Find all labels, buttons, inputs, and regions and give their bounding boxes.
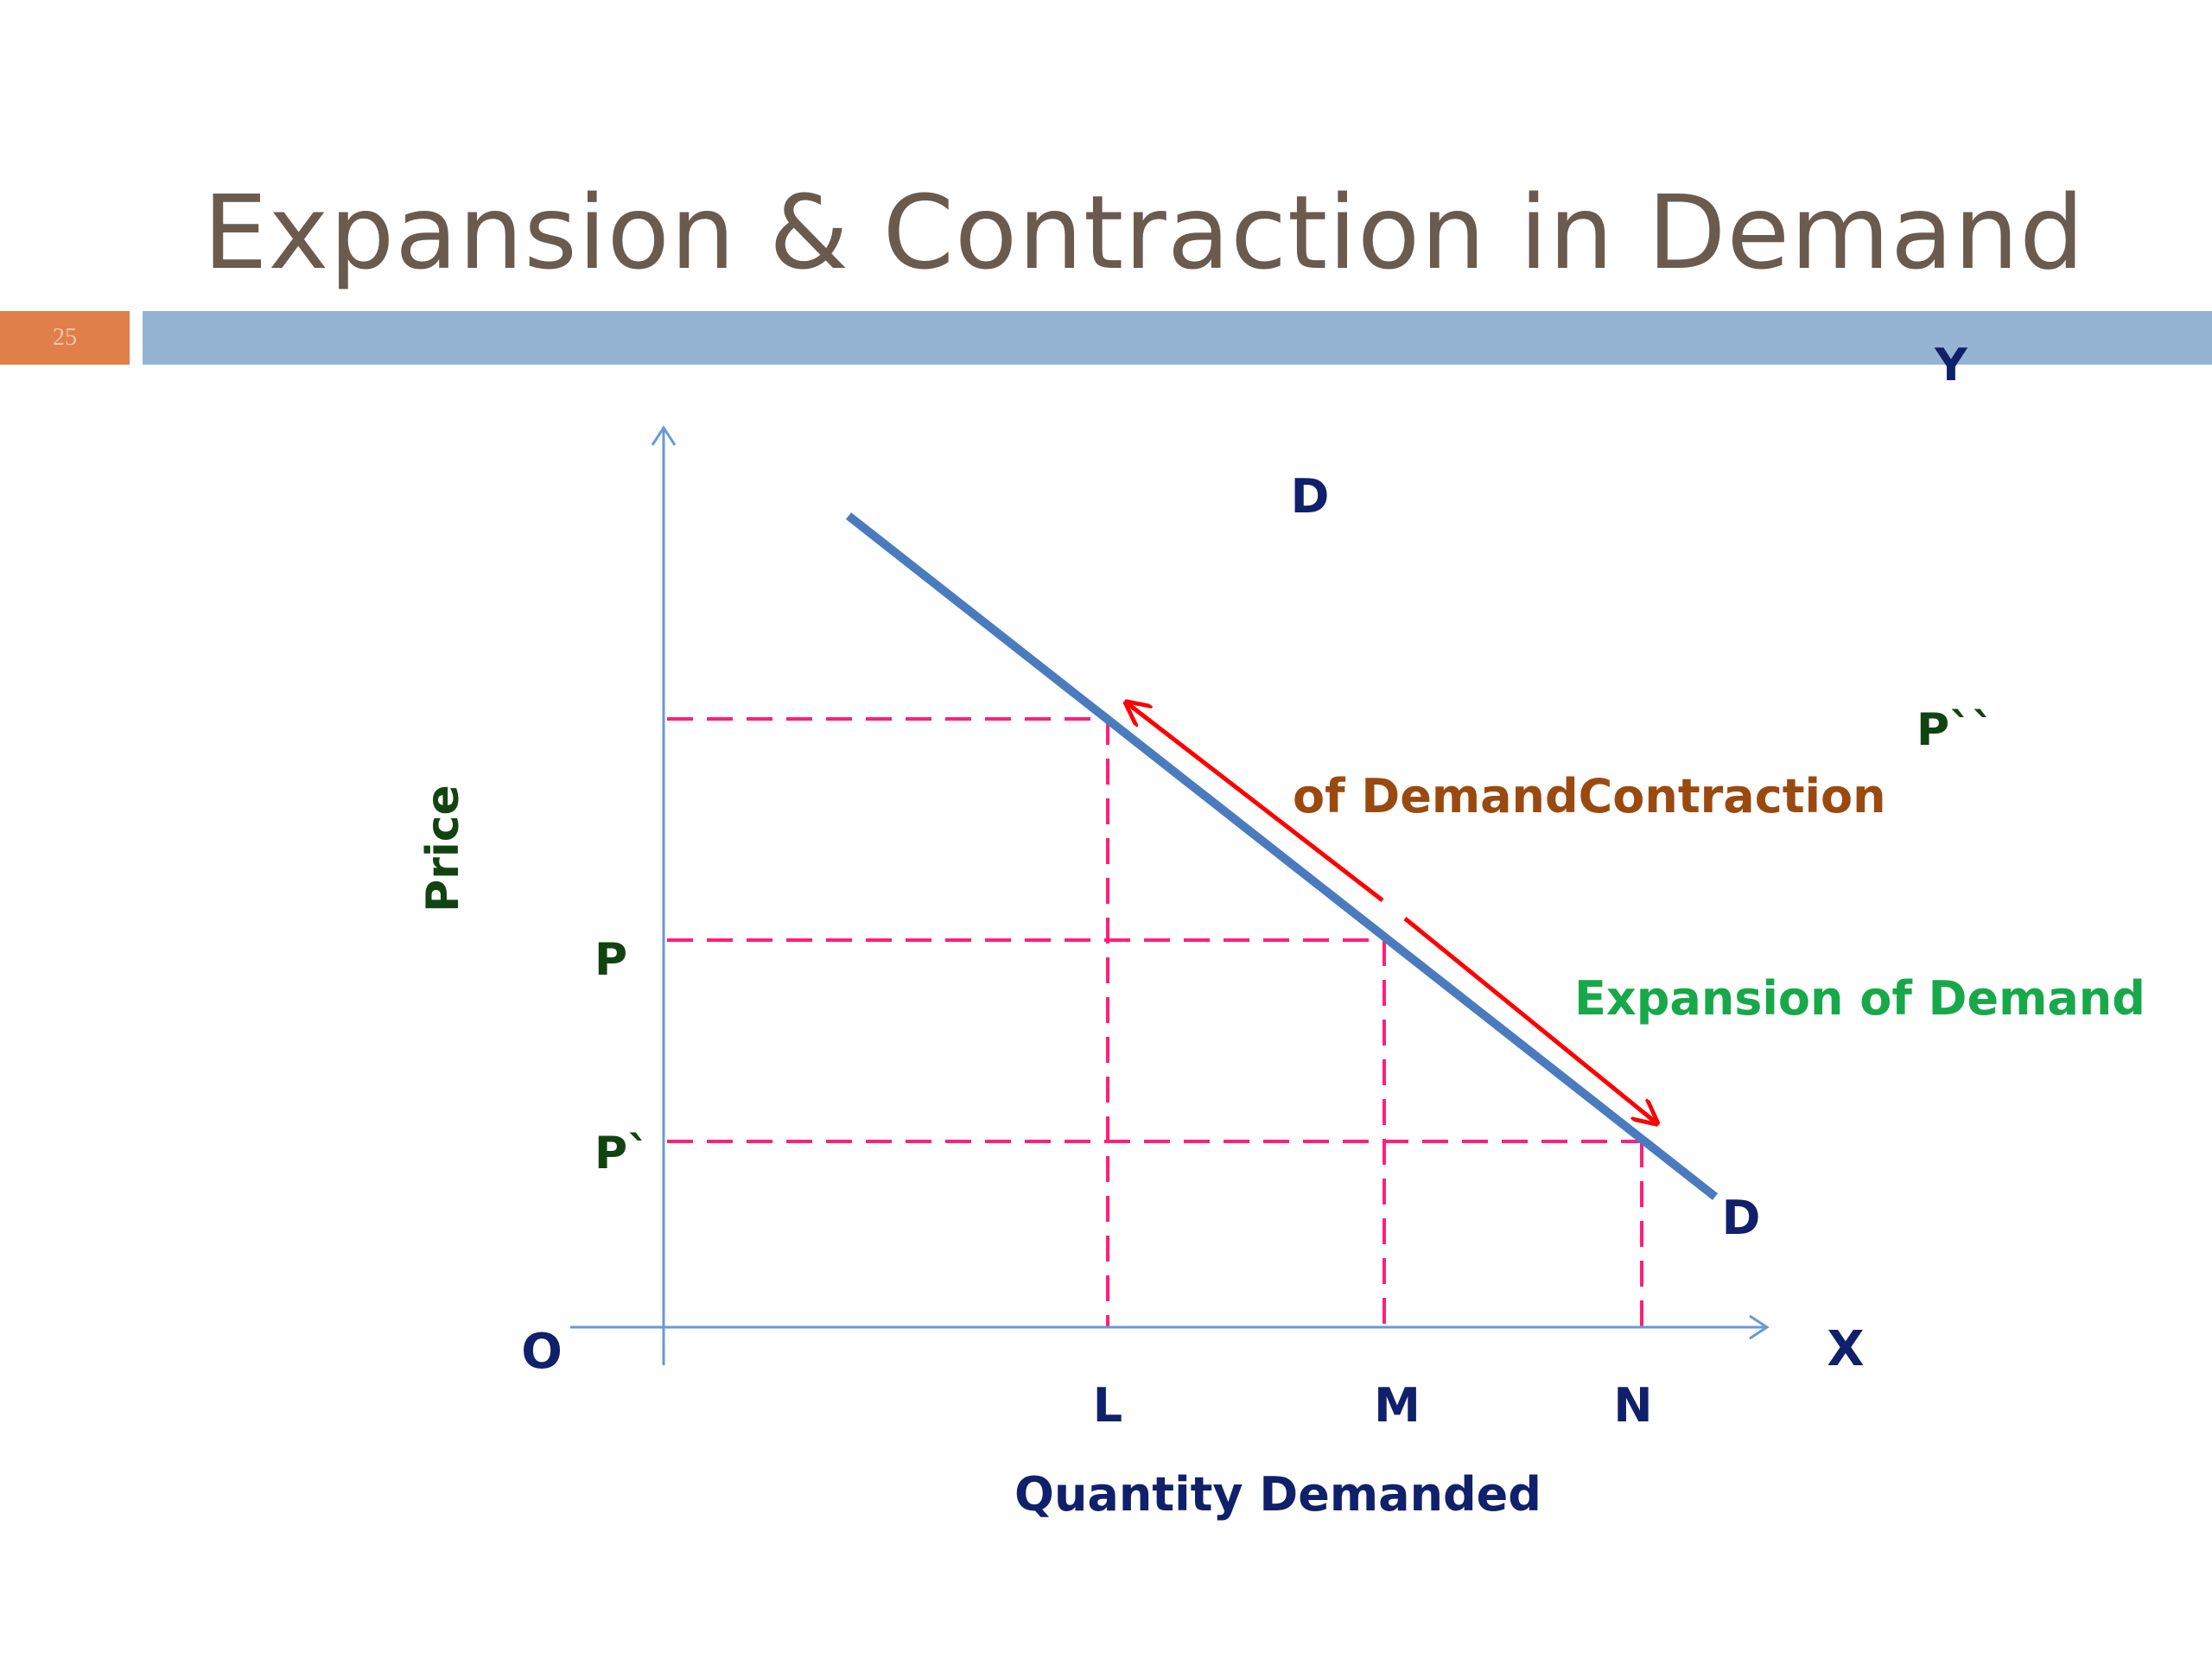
quantity-label-n: N: [1613, 1378, 1652, 1433]
title-accent-bar: [143, 311, 2212, 365]
price-label-p: P: [594, 934, 627, 986]
expansion-label: Expansion of Demand: [1574, 971, 2145, 1026]
slide-title: Expansion & Contraction in Demand: [203, 173, 2086, 292]
quantity-label-l: L: [1093, 1378, 1122, 1433]
x-axis-title: Quantity Demanded: [1014, 1467, 1541, 1522]
x-axis-arrowhead: [1749, 1314, 1770, 1340]
x-axis-letter: X: [1827, 1321, 1864, 1377]
demand-curve: [845, 512, 1719, 1200]
axes: [570, 425, 1770, 1365]
contraction-label: of DemandContraction: [1293, 769, 1886, 823]
curve-label-top: D: [1291, 469, 1330, 524]
price-label-p-prime: P`: [594, 1128, 650, 1179]
dashed-guides: [667, 717, 1643, 1327]
origin-label: O: [521, 1324, 563, 1380]
contraction-arrow: [1128, 704, 1384, 902]
expansion-arrow: [1403, 917, 1655, 1122]
slide-number: 25: [0, 311, 130, 365]
y-axis-letter: Y: [1934, 340, 1968, 391]
curve-label-bottom: D: [1722, 1191, 1761, 1245]
y-axis-arrowhead: [651, 425, 677, 446]
price-label-p-double-prime: P``: [1916, 704, 1994, 756]
quantity-label-m: M: [1374, 1378, 1421, 1433]
y-axis-title: Price: [417, 785, 469, 912]
